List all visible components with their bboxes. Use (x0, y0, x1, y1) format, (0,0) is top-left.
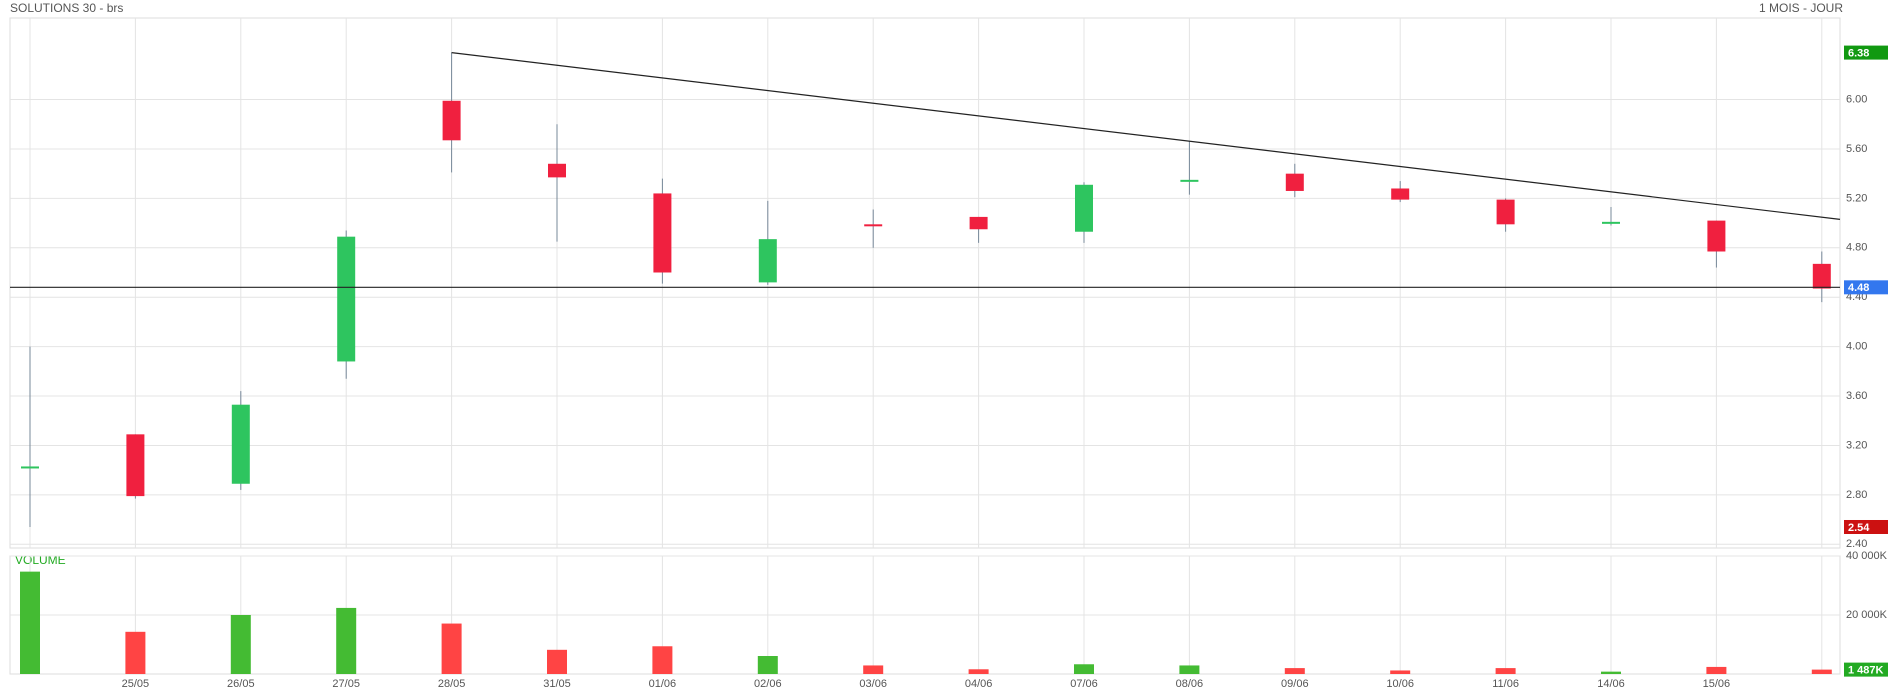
candle-body (1285, 173, 1304, 191)
volume-bar (1074, 664, 1094, 674)
x-tick-label: 10/06 (1386, 678, 1414, 690)
volume-bar (1390, 670, 1411, 674)
candle-body (1707, 220, 1726, 252)
x-tick-label: 28/05 (438, 678, 466, 690)
candle-body (1602, 221, 1620, 224)
y-tick-label: 6.00 (1846, 93, 1867, 105)
candle-body (969, 216, 988, 230)
x-tick-label: 02/06 (754, 678, 782, 690)
candle-body (442, 100, 461, 141)
y-tick-label: 4.00 (1846, 341, 1867, 353)
y-tick-label: 3.20 (1846, 439, 1867, 451)
x-tick-label: 01/06 (649, 678, 677, 690)
chart-subtitle: 1 MOIS - JOUR (1759, 1, 1843, 15)
price-marker-label: 4.48 (1848, 282, 1869, 294)
volume-bar (1179, 665, 1200, 674)
volume-bar (547, 649, 567, 674)
candle-body (1391, 188, 1410, 200)
x-tick-label: 31/05 (543, 678, 571, 690)
volume-bar (336, 607, 357, 674)
price-marker (1844, 662, 1888, 677)
candle-body (21, 466, 39, 469)
y-tick-label: 5.60 (1846, 143, 1867, 155)
x-tick-label: 08/06 (1176, 678, 1204, 690)
volume-bar (863, 665, 884, 674)
candle-body (653, 193, 672, 273)
volume-bar (1811, 669, 1832, 674)
volume-bar (968, 669, 989, 674)
volume-bar (1284, 668, 1305, 674)
x-tick-label: 04/06 (965, 678, 993, 690)
volume-bar (1601, 671, 1621, 674)
candle-body (231, 404, 250, 484)
y-tick-label: 20 000K (1846, 609, 1888, 621)
x-tick-label: 09/06 (1281, 678, 1309, 690)
trendline (451, 51, 1841, 220)
volume-bar (125, 631, 146, 674)
candle-body (1180, 179, 1199, 182)
chart-title: SOLUTIONS 30 - brs (10, 1, 123, 15)
y-tick-label: 3.60 (1846, 390, 1867, 402)
y-tick-label: 5.20 (1846, 192, 1867, 204)
price-marker-label: 1 487K (1848, 665, 1884, 677)
x-tick-label: 26/05 (227, 678, 255, 690)
price-frame (9, 17, 1841, 549)
y-tick-label: 2.40 (1846, 538, 1867, 550)
x-tick-label: 15/06 (1703, 678, 1731, 690)
y-tick-label: 40 000K (1846, 550, 1888, 562)
x-tick-label: 25/05 (122, 678, 150, 690)
volume-bar (230, 615, 251, 674)
y-tick-label: 4.80 (1846, 242, 1867, 254)
candle-body (1496, 199, 1515, 225)
price-marker-label: 6.38 (1848, 47, 1869, 59)
volume-title: VOLUME (15, 553, 66, 567)
volume-bar (1495, 668, 1516, 674)
candle-body (1812, 263, 1831, 289)
candle-body (548, 163, 566, 178)
candle-body (337, 236, 356, 362)
candle-body (864, 224, 883, 227)
price-marker (1844, 45, 1888, 60)
y-tick-label: 2.80 (1846, 489, 1867, 501)
x-tick-label: 14/06 (1597, 678, 1625, 690)
price-marker (1844, 519, 1888, 534)
volume-bar (652, 646, 673, 674)
volume-bar (20, 571, 40, 674)
volume-bar (1706, 666, 1727, 674)
x-tick-label: 11/06 (1492, 678, 1519, 690)
price-marker-label: 2.54 (1848, 522, 1870, 534)
candle-body (1075, 184, 1093, 232)
candle-body (126, 434, 145, 497)
volume-bar (757, 656, 778, 674)
volume-bar (441, 623, 462, 674)
candle-body (758, 239, 777, 283)
price-marker (1844, 280, 1888, 295)
x-tick-label: 27/05 (332, 678, 360, 690)
x-tick-label: 07/06 (1070, 678, 1098, 690)
x-tick-label: 03/06 (859, 678, 887, 690)
